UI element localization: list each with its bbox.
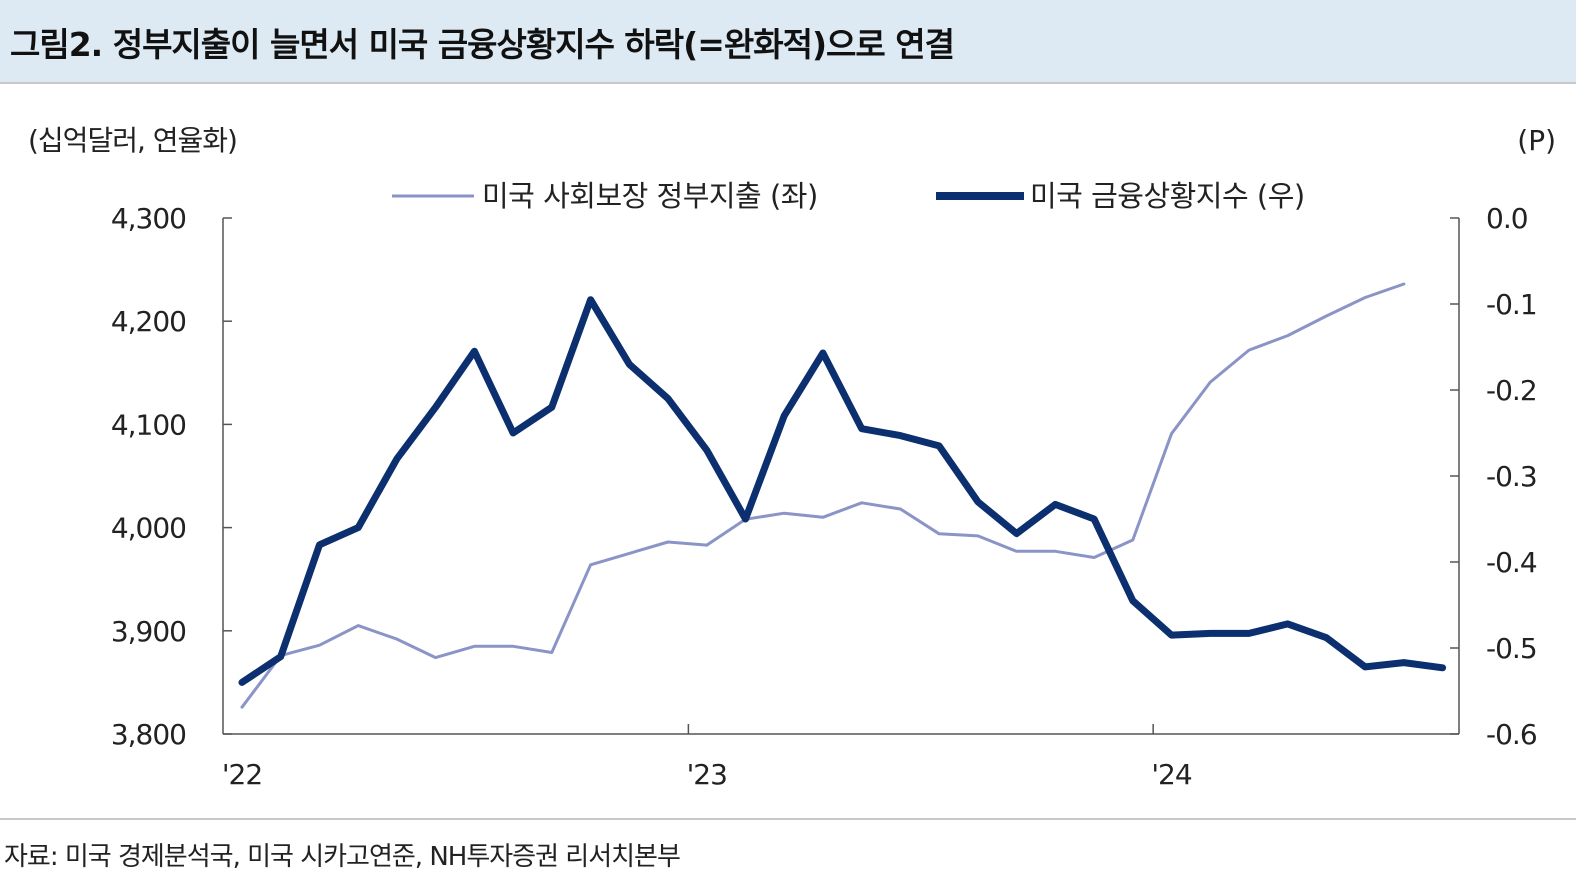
point-fci <box>1016 533 1018 535</box>
point-fci <box>1287 623 1289 625</box>
point-social-spending <box>1016 550 1018 552</box>
point-social-spending <box>590 564 592 566</box>
point-fci <box>977 501 979 503</box>
legend: 미국 사회보장 정부지출 (좌) 미국 금융상황지수 (우) <box>392 179 1305 213</box>
point-social-spending <box>1093 557 1095 558</box>
right-tick-label: -0.6 <box>1486 718 1537 751</box>
point-fci <box>1171 634 1172 636</box>
left-tick-label: 4,000 <box>111 512 186 545</box>
point-social-spending <box>357 625 359 627</box>
series-line-social-spending <box>240 282 1406 709</box>
right-tick-label: -0.2 <box>1486 374 1537 407</box>
point-fci <box>899 435 901 437</box>
right-tick-label: -0.4 <box>1486 546 1537 579</box>
left-tick-label: 4,100 <box>111 408 186 441</box>
point-fci <box>1248 632 1250 634</box>
x-tick-label: '24 <box>1151 758 1192 791</box>
right-axis-unit: (P) <box>1517 124 1556 157</box>
point-social-spending <box>396 638 398 640</box>
point-social-spending <box>667 541 669 543</box>
right-axis-ticks: 0.0 -0.1 -0.2 -0.3 -0.4 -0.5 -0.6 <box>1450 202 1538 751</box>
right-tick-label: -0.3 <box>1486 460 1537 493</box>
point-social-spending <box>241 706 243 708</box>
point-social-spending <box>822 516 824 518</box>
axes <box>222 218 1460 735</box>
x-tick-label: '23 <box>687 758 727 791</box>
point-fci <box>551 406 553 408</box>
point-social-spending <box>706 544 708 546</box>
page-title: 그림2. 정부지출이 늘면서 미국 금융상황지수 하락(=완화적)으로 연결 <box>10 25 955 64</box>
source-divider <box>0 818 1576 820</box>
point-social-spending <box>551 652 553 653</box>
point-fci <box>1054 503 1056 505</box>
point-social-spending <box>861 502 863 504</box>
left-axis-ticks: 4,300 4,200 4,100 4,000 3,900 3,800 <box>111 202 232 751</box>
point-fci <box>1132 600 1134 602</box>
left-tick-label: 3,800 <box>111 718 186 751</box>
x-axis-ticks: '22 '23 '24 <box>222 724 1193 791</box>
point-social-spending <box>1171 433 1172 435</box>
point-fci <box>1209 632 1211 634</box>
point-social-spending <box>1054 550 1056 552</box>
point-fci <box>628 363 630 365</box>
point-social-spending <box>319 644 320 646</box>
right-tick-label: -0.1 <box>1486 288 1537 321</box>
point-fci <box>435 406 437 408</box>
point-social-spending <box>1403 283 1405 285</box>
left-tick-label: 4,200 <box>111 305 186 338</box>
legend-label-fci: 미국 금융상황지수 (우) <box>1030 179 1305 213</box>
point-social-spending <box>1248 349 1250 351</box>
point-social-spending <box>899 508 901 510</box>
point-social-spending <box>1132 539 1134 541</box>
point-social-spending <box>473 645 475 647</box>
point-fci <box>280 656 282 658</box>
point-fci <box>783 415 785 417</box>
point-fci <box>396 458 398 460</box>
point-fci <box>822 352 824 354</box>
point-social-spending <box>628 552 630 554</box>
point-fci <box>512 432 514 434</box>
point-fci <box>473 350 475 352</box>
point-social-spending <box>938 533 940 535</box>
point-fci <box>745 518 746 520</box>
point-fci <box>938 445 940 447</box>
point-fci <box>1442 667 1444 669</box>
point-social-spending <box>1287 335 1289 337</box>
point-fci <box>357 527 359 529</box>
point-social-spending <box>977 535 979 537</box>
point-social-spending <box>783 512 785 514</box>
right-tick-label: -0.5 <box>1486 632 1537 665</box>
point-social-spending <box>435 657 437 659</box>
x-tick-label: '22 <box>222 758 262 791</box>
right-tick-label: 0.0 <box>1486 202 1528 235</box>
point-fci <box>667 398 669 400</box>
point-fci <box>1325 637 1327 639</box>
point-fci <box>861 428 863 430</box>
point-social-spending <box>512 645 514 647</box>
point-fci <box>590 299 592 301</box>
point-social-spending <box>1364 297 1366 298</box>
point-fci <box>1093 518 1095 520</box>
point-fci <box>706 449 708 451</box>
point-social-spending <box>1325 315 1327 317</box>
chart: (십억달러, 연율화) (P) 미국 사회보장 정부지출 (좌) 미국 금융상황… <box>28 124 1556 791</box>
title-bar: 그림2. 정부지출이 늘면서 미국 금융상황지수 하락(=완화적)으로 연결 <box>0 0 1576 84</box>
point-fci <box>319 544 320 546</box>
point-fci <box>1364 666 1366 668</box>
source-note: 자료: 미국 경제분석국, 미국 시카고연준, NH투자증권 리서치본부 <box>4 842 681 872</box>
left-tick-label: 4,300 <box>111 202 186 235</box>
left-tick-label: 3,900 <box>111 615 186 648</box>
series-layer <box>238 282 1447 709</box>
point-social-spending <box>1209 381 1211 383</box>
point-fci <box>1403 662 1405 664</box>
left-axis-unit: (십억달러, 연율화) <box>28 124 237 157</box>
point-fci <box>241 681 243 683</box>
legend-label-social-spending: 미국 사회보장 정부지출 (좌) <box>482 179 818 213</box>
series-line-fci <box>238 296 1447 686</box>
